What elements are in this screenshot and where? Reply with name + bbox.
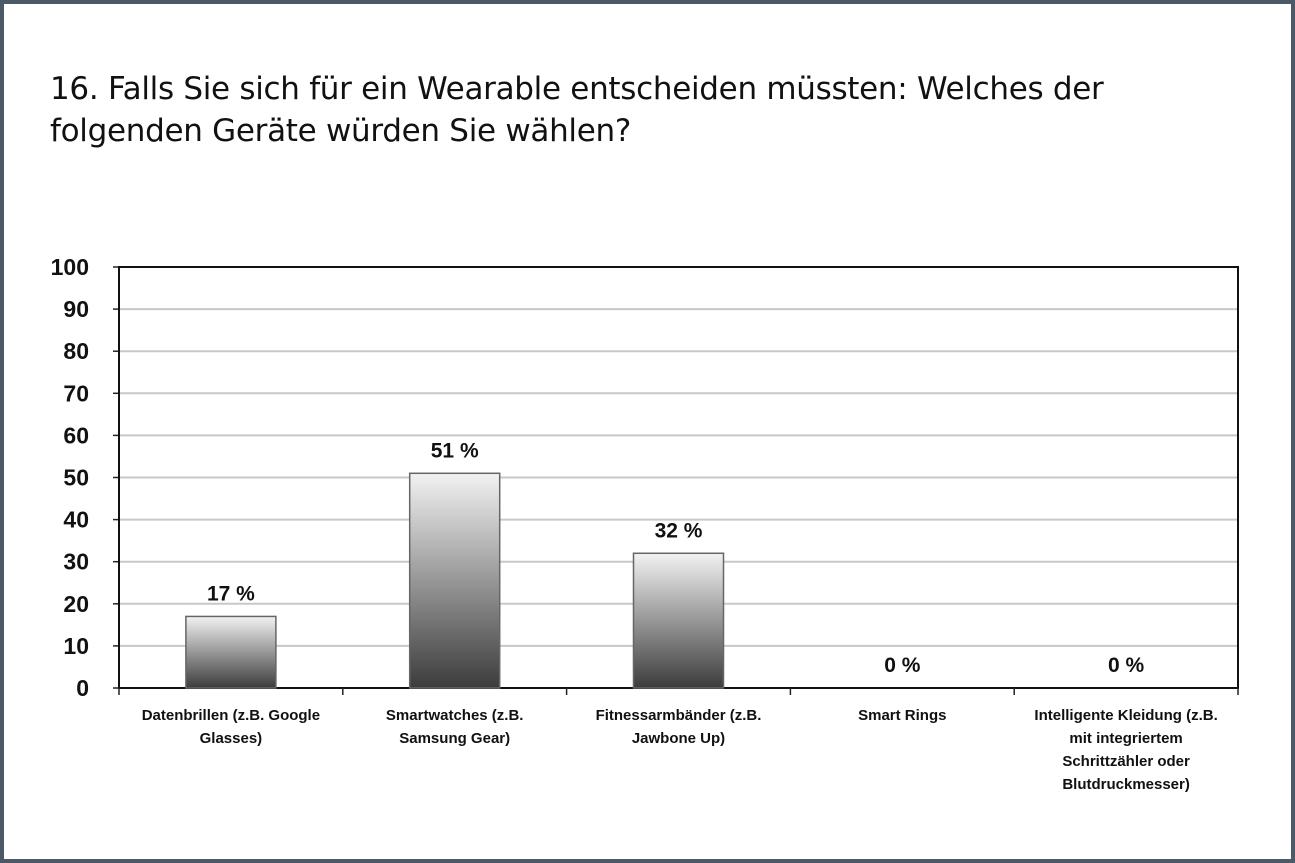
- x-category-label: Jawbone Up): [632, 730, 725, 747]
- data-label: 0 %: [1108, 654, 1145, 677]
- x-category-label: Datenbrillen (z.B. Google: [142, 707, 320, 724]
- y-tick-label: 40: [63, 507, 89, 533]
- data-label: 17 %: [207, 582, 255, 605]
- x-category-label: Fitnessarmbänder (z.B.: [596, 707, 762, 724]
- y-tick-label: 70: [63, 380, 89, 406]
- x-category-label: Smartwatches (z.B.: [386, 707, 524, 724]
- y-tick-label: 10: [63, 633, 89, 659]
- y-tick-label: 20: [63, 591, 89, 617]
- x-category-label: Samsung Gear): [399, 730, 510, 747]
- bar: [408, 472, 501, 689]
- x-category-label: Intelligente Kleidung (z.B.: [1034, 707, 1217, 724]
- data-label: 0 %: [884, 654, 921, 677]
- x-category-label: mit integriertem: [1069, 730, 1182, 747]
- bar: [185, 615, 277, 689]
- y-tick-label: 30: [63, 549, 89, 575]
- y-tick-label: 0: [76, 675, 89, 701]
- data-label: 32 %: [655, 519, 703, 542]
- chart-title: 16. Falls Sie sich für ein Wearable ents…: [50, 71, 1104, 149]
- data-label: 51 %: [431, 439, 479, 462]
- y-tick-label: 60: [63, 422, 89, 448]
- y-tick-label: 90: [63, 296, 89, 322]
- x-category-label: Smart Rings: [858, 707, 946, 724]
- x-category-label: Glasses): [200, 730, 263, 747]
- x-category-label: Schrittzähler oder: [1062, 753, 1190, 770]
- x-category-label: Blutdruckmesser): [1062, 776, 1190, 793]
- bar: [632, 552, 725, 689]
- y-tick-label: 80: [63, 338, 89, 364]
- slide: 16. Falls Sie sich für ein Wearable ents…: [4, 4, 1291, 859]
- y-tick-label: 50: [63, 465, 89, 491]
- y-tick-label: 100: [51, 254, 89, 280]
